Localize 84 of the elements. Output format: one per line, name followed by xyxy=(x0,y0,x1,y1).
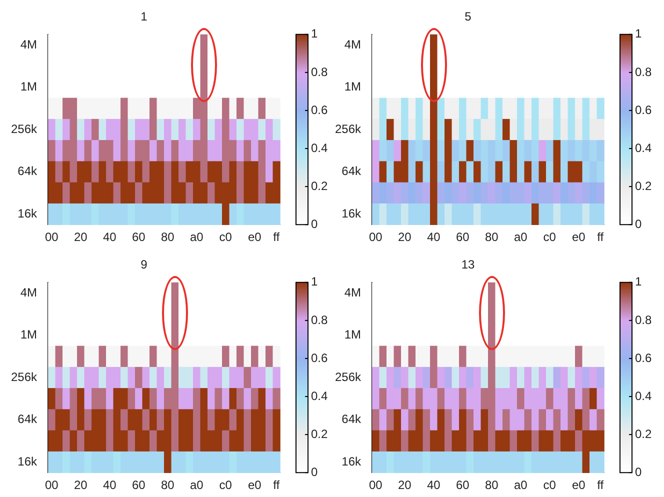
x-tick-label: a0 xyxy=(514,478,528,492)
x-tick-label: 40 xyxy=(426,230,441,244)
x-tick-label: 20 xyxy=(398,478,412,492)
y-tick-label: 1M xyxy=(344,80,362,94)
x-tick-label: a0 xyxy=(514,230,528,244)
x-tick-label: e0 xyxy=(248,230,262,244)
color-bar-label: 0.2 xyxy=(311,178,328,193)
x-tick-label: c0 xyxy=(219,230,232,244)
color-bar-label: 0.6 xyxy=(311,350,328,365)
color-bar-label: 0.2 xyxy=(635,178,652,193)
color-bar-label: 0.6 xyxy=(635,350,652,365)
x-tick-label: 00 xyxy=(368,478,383,492)
color-bar-label: 0.6 xyxy=(635,102,652,117)
x-tick-label: ff xyxy=(597,230,604,244)
color-bar-label: 0.6 xyxy=(311,102,328,117)
x-tick-label: 40 xyxy=(426,478,441,492)
x-tick-label: 80 xyxy=(160,478,175,492)
color-bar-label: 1 xyxy=(311,274,318,289)
x-tick-label: 20 xyxy=(398,230,412,244)
x-tick-label: 60 xyxy=(456,478,470,492)
y-tick-label: 256k xyxy=(334,370,362,384)
y-tick-label: 16k xyxy=(18,454,38,468)
y-tick-label: 256k xyxy=(10,122,38,136)
x-tick-label: ff xyxy=(273,478,280,492)
x-tick-label: e0 xyxy=(572,478,586,492)
color-bar-label: 0 xyxy=(311,464,318,479)
x-tick-label: 20 xyxy=(74,478,88,492)
x-tick-label: c0 xyxy=(219,478,232,492)
color-bar-label: 0 xyxy=(311,216,318,231)
y-tick-label: 64k xyxy=(18,164,38,178)
color-bar-label: 0.4 xyxy=(635,388,652,403)
color-bar-label: 1 xyxy=(635,26,642,41)
x-tick-label: ff xyxy=(273,230,280,244)
x-tick-label: a0 xyxy=(190,478,204,492)
y-tick-label: 64k xyxy=(342,164,362,178)
x-tick-label: e0 xyxy=(248,478,262,492)
color-bar-label: 0 xyxy=(635,216,642,231)
y-tick-label: 4M xyxy=(20,37,38,52)
chart-title: 9 xyxy=(140,258,148,272)
x-tick-label: c0 xyxy=(543,478,556,492)
color-bar-label: 0.4 xyxy=(311,388,328,403)
color-bar-label: 1 xyxy=(311,26,318,41)
x-tick-label: a0 xyxy=(190,230,204,244)
y-tick-label: 4M xyxy=(344,37,362,52)
x-tick-label: 00 xyxy=(44,478,59,492)
y-tick-label: 256k xyxy=(334,122,362,136)
x-tick-label: c0 xyxy=(543,230,556,244)
x-tick-label: 00 xyxy=(368,230,383,244)
color-bar-label: 0.8 xyxy=(635,312,652,327)
x-tick-label: e0 xyxy=(572,230,586,244)
x-tick-label: 60 xyxy=(456,230,470,244)
color-bar-label: 0.8 xyxy=(311,64,328,79)
x-tick-label: 40 xyxy=(102,230,117,244)
x-tick-label: 20 xyxy=(74,230,88,244)
x-tick-label: 80 xyxy=(484,478,499,492)
y-tick-label: 64k xyxy=(342,412,362,426)
y-tick-label: 16k xyxy=(342,206,362,220)
color-bar-label: 0.4 xyxy=(311,140,328,155)
y-tick-label: 1M xyxy=(20,328,38,342)
y-tick-label: 1M xyxy=(344,328,362,342)
color-bar-label: 0.8 xyxy=(635,64,652,79)
chart-title: 13 xyxy=(461,258,475,272)
color-bar-label: 0.2 xyxy=(311,426,328,441)
chart-title: 5 xyxy=(464,10,472,24)
x-tick-label: 00 xyxy=(44,230,59,244)
y-tick-label: 16k xyxy=(342,454,362,468)
color-bar-label: 0 xyxy=(635,464,642,479)
x-tick-label: ff xyxy=(597,478,604,492)
x-tick-label: 80 xyxy=(160,230,175,244)
y-tick-label: 4M xyxy=(344,285,362,300)
color-bar-label: 0.4 xyxy=(635,140,652,155)
x-tick-label: 80 xyxy=(484,230,499,244)
y-tick-label: 1M xyxy=(20,80,38,94)
x-tick-label: 60 xyxy=(132,230,146,244)
y-tick-label: 16k xyxy=(18,206,38,220)
y-tick-label: 4M xyxy=(20,285,38,300)
x-tick-label: 60 xyxy=(132,478,146,492)
y-tick-label: 64k xyxy=(18,412,38,426)
x-tick-label: 40 xyxy=(102,478,117,492)
chart-title: 1 xyxy=(140,10,148,24)
color-bar-label: 0.8 xyxy=(311,312,328,327)
color-bar-label: 1 xyxy=(635,274,642,289)
y-tick-label: 256k xyxy=(10,370,38,384)
color-bar-label: 0.2 xyxy=(635,426,652,441)
